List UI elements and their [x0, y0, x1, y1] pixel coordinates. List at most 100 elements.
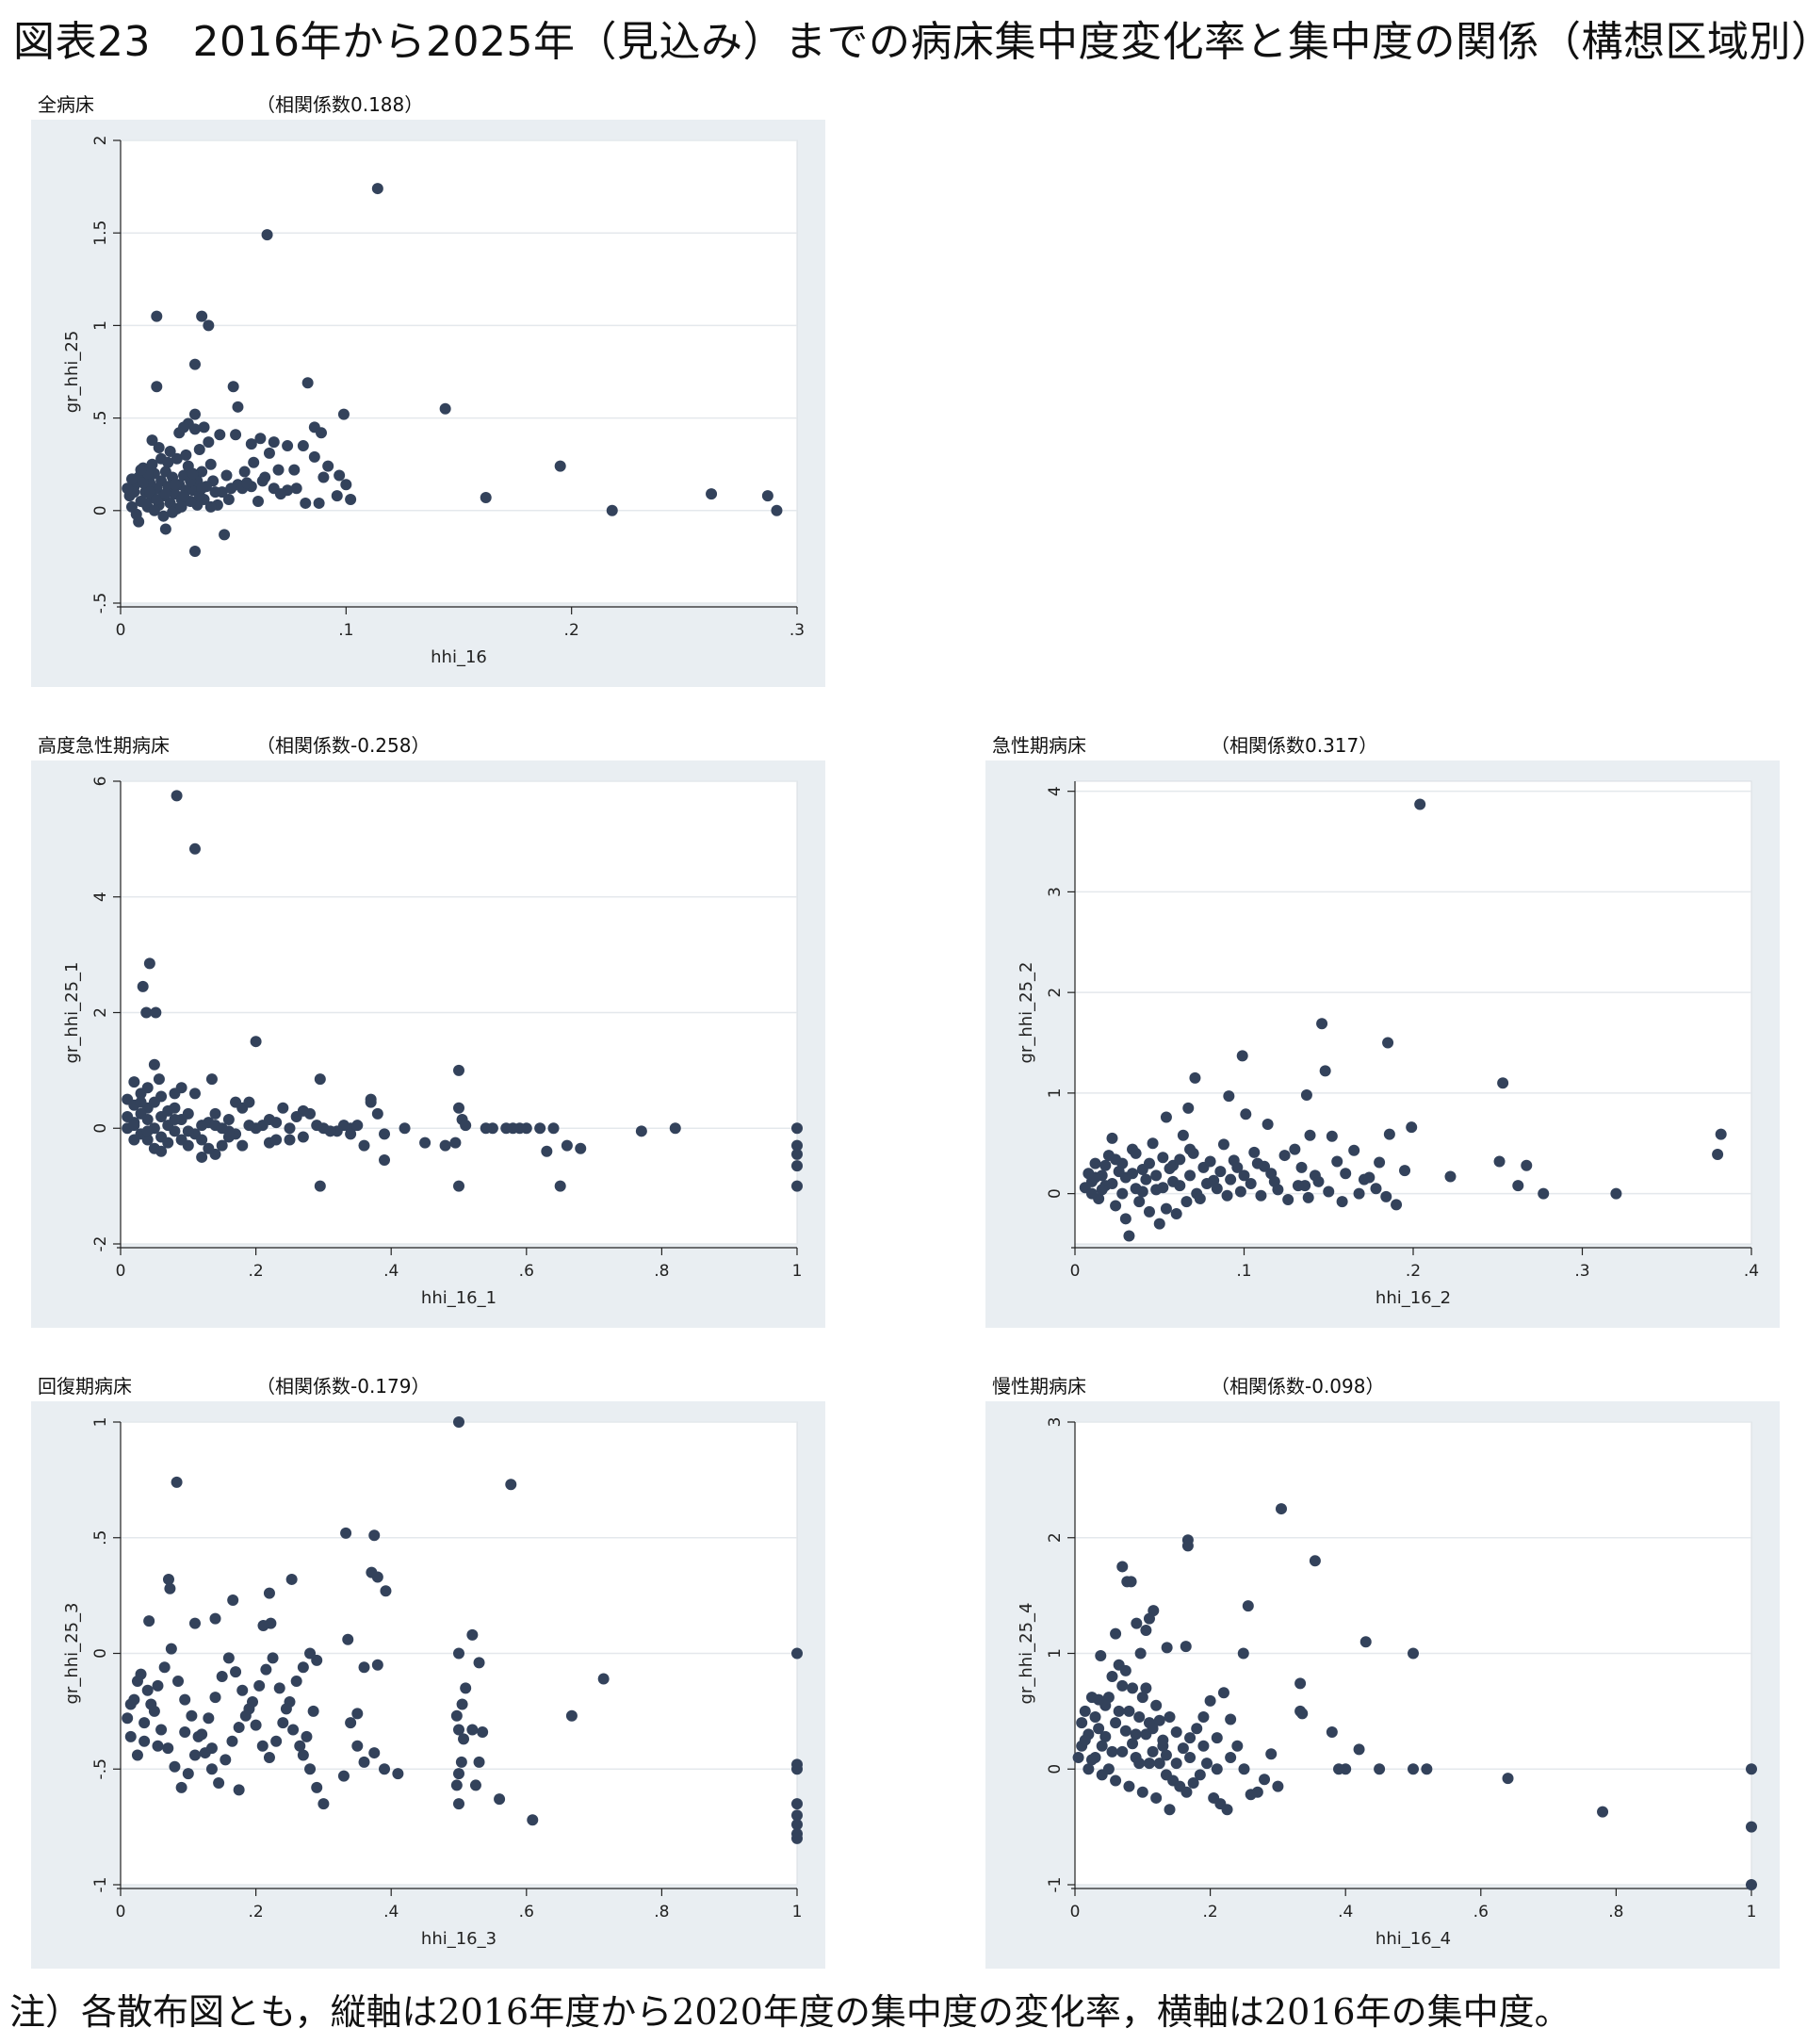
- data-point: [203, 319, 215, 332]
- scatter-panel-recovery-beds: -1 -.5 0 .5 1 0 .2 .4 .6 .8 1 hhi_16_3 gr_hhi_25_3: [31, 1401, 825, 1969]
- data-point: [146, 434, 158, 447]
- data-point: [1370, 1183, 1382, 1195]
- data-point: [270, 1134, 283, 1146]
- data-point: [314, 1180, 326, 1192]
- data-point: [1134, 1647, 1147, 1660]
- data-point: [146, 458, 158, 470]
- data-point: [1184, 1169, 1197, 1182]
- x-tick-label: .4: [383, 1262, 399, 1281]
- y-axis-title: gr_hhi_25_1: [62, 962, 82, 1064]
- panel-title-high-acute-beds: 高度急性期病床: [38, 734, 170, 757]
- data-point: [188, 423, 201, 435]
- x-axis-title: hhi_16_3: [421, 1929, 497, 1949]
- panel-title-recovery-beds: 回復期病床: [38, 1375, 132, 1398]
- data-point: [1160, 1749, 1172, 1761]
- data-point: [1099, 1730, 1112, 1742]
- data-point: [1093, 1693, 1105, 1706]
- data-point: [554, 1180, 566, 1192]
- data-point: [141, 1134, 154, 1146]
- data-point: [453, 1180, 464, 1192]
- data-point: [153, 442, 165, 454]
- data-point: [260, 1663, 272, 1676]
- data-point: [1079, 1734, 1091, 1746]
- data-point: [203, 1712, 215, 1725]
- data-point: [1278, 1150, 1291, 1162]
- data-point: [1272, 1184, 1284, 1196]
- y-tick-label: 6: [91, 777, 110, 787]
- data-point: [450, 1709, 463, 1722]
- data-point: [1085, 1187, 1098, 1200]
- data-point: [500, 1122, 513, 1135]
- data-point: [141, 1082, 154, 1094]
- data-point: [143, 1615, 155, 1627]
- data-point: [1497, 1077, 1509, 1089]
- data-point: [342, 1633, 354, 1645]
- data-point: [164, 445, 176, 457]
- data-point: [1221, 1189, 1233, 1202]
- data-point: [1089, 1171, 1101, 1184]
- data-point: [151, 494, 163, 506]
- data-point: [290, 482, 302, 495]
- data-point: [128, 1134, 140, 1146]
- data-point: [1197, 1711, 1210, 1724]
- data-point: [1326, 1130, 1338, 1142]
- y-tick-label: 0: [1046, 1764, 1065, 1774]
- data-point: [122, 1712, 134, 1725]
- data-point: [469, 1779, 481, 1791]
- data-point: [205, 1073, 218, 1086]
- data-point: [198, 421, 210, 433]
- data-point: [128, 1120, 140, 1132]
- data-point: [1153, 1758, 1165, 1770]
- data-point: [196, 1151, 208, 1163]
- data-point: [140, 1006, 153, 1019]
- data-point: [272, 464, 285, 476]
- y-tick-label: 1: [1046, 1087, 1065, 1098]
- data-point: [1170, 1207, 1182, 1219]
- data-point: [308, 450, 320, 463]
- data-point: [458, 1733, 470, 1745]
- scatter-plot-high-acute-beds: -2 0 2 4 6 0 .2 .4 .6 .8 1 hhi_16_1 gr_hhi_25_1: [62, 777, 803, 1308]
- data-point: [450, 1779, 463, 1791]
- data-point: [193, 443, 205, 455]
- data-point: [245, 438, 257, 450]
- data-point: [1309, 1555, 1321, 1567]
- y-axis-title: gr_hhi_25: [62, 331, 82, 414]
- data-point: [209, 1612, 221, 1625]
- data-point: [1238, 1763, 1250, 1775]
- data-point: [169, 1114, 181, 1126]
- data-point: [1380, 1190, 1392, 1202]
- data-point: [247, 1696, 259, 1709]
- data-point: [130, 508, 142, 520]
- data-point: [263, 1751, 275, 1763]
- data-point: [284, 1134, 296, 1146]
- data-point: [220, 469, 233, 482]
- data-point: [1157, 1182, 1169, 1194]
- y-tick-label: 4: [91, 891, 110, 902]
- data-point: [1127, 1738, 1139, 1750]
- data-point: [351, 1740, 364, 1752]
- data-point: [771, 504, 783, 516]
- data-point: [209, 1692, 221, 1704]
- data-point: [239, 1709, 252, 1722]
- data-point: [1289, 1143, 1301, 1155]
- data-point: [1191, 1723, 1203, 1735]
- y-tick-label: 2: [1046, 988, 1065, 998]
- data-point: [178, 490, 190, 502]
- data-point: [1153, 1714, 1165, 1726]
- data-point: [1127, 1168, 1139, 1180]
- y-tick-label: -1: [1046, 1877, 1065, 1893]
- data-point: [263, 1114, 275, 1126]
- data-point: [1217, 1687, 1229, 1699]
- data-point: [233, 1784, 245, 1796]
- x-tick-label: 0: [116, 1262, 126, 1281]
- data-point: [1408, 1763, 1419, 1775]
- data-point: [167, 506, 179, 518]
- data-point: [304, 1647, 317, 1660]
- data-point: [494, 1793, 506, 1806]
- data-point: [1093, 1723, 1105, 1735]
- data-point: [203, 436, 215, 449]
- data-point: [148, 1058, 160, 1071]
- data-point: [1304, 1129, 1316, 1141]
- data-point: [337, 1770, 350, 1782]
- data-point: [1133, 1196, 1146, 1208]
